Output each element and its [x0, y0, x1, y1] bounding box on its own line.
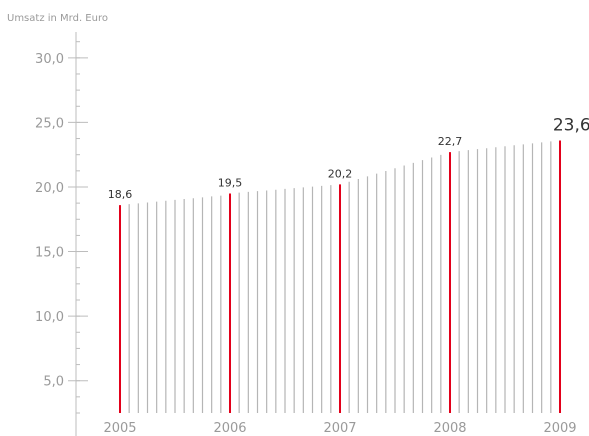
y-axis: 5,0 10,0 15,0 20,0 25,0 30,0 [35, 32, 88, 436]
data-label: 18,6 [108, 188, 133, 201]
y-axis-title: Umsatz in Mrd. Euro [7, 13, 108, 24]
x-tick-label: 2008 [433, 421, 466, 436]
data-label: 22,7 [438, 135, 463, 148]
y-tick-label: 20,0 [35, 181, 64, 196]
data-label: 19,5 [218, 176, 243, 189]
data-label: 23,6* [553, 115, 589, 135]
bars [119, 140, 561, 413]
x-tick-label: 2005 [103, 421, 136, 436]
y-tick-label: 15,0 [35, 246, 64, 261]
y-tick-label: 5,0 [43, 375, 64, 390]
y-tick-label: 25,0 [35, 116, 64, 131]
x-tick-label: 2006 [213, 421, 246, 436]
data-labels: 18,6 19,5 20,2 22,7 23,6* [108, 115, 589, 201]
y-tick-label: 10,0 [35, 310, 64, 325]
y-tick-label: 30,0 [35, 52, 64, 67]
x-axis: 2005 2006 2007 2008 2009 [103, 421, 576, 436]
data-label: 20,2 [328, 167, 353, 180]
x-tick-label: 2009 [543, 421, 576, 436]
x-tick-label: 2007 [323, 421, 356, 436]
